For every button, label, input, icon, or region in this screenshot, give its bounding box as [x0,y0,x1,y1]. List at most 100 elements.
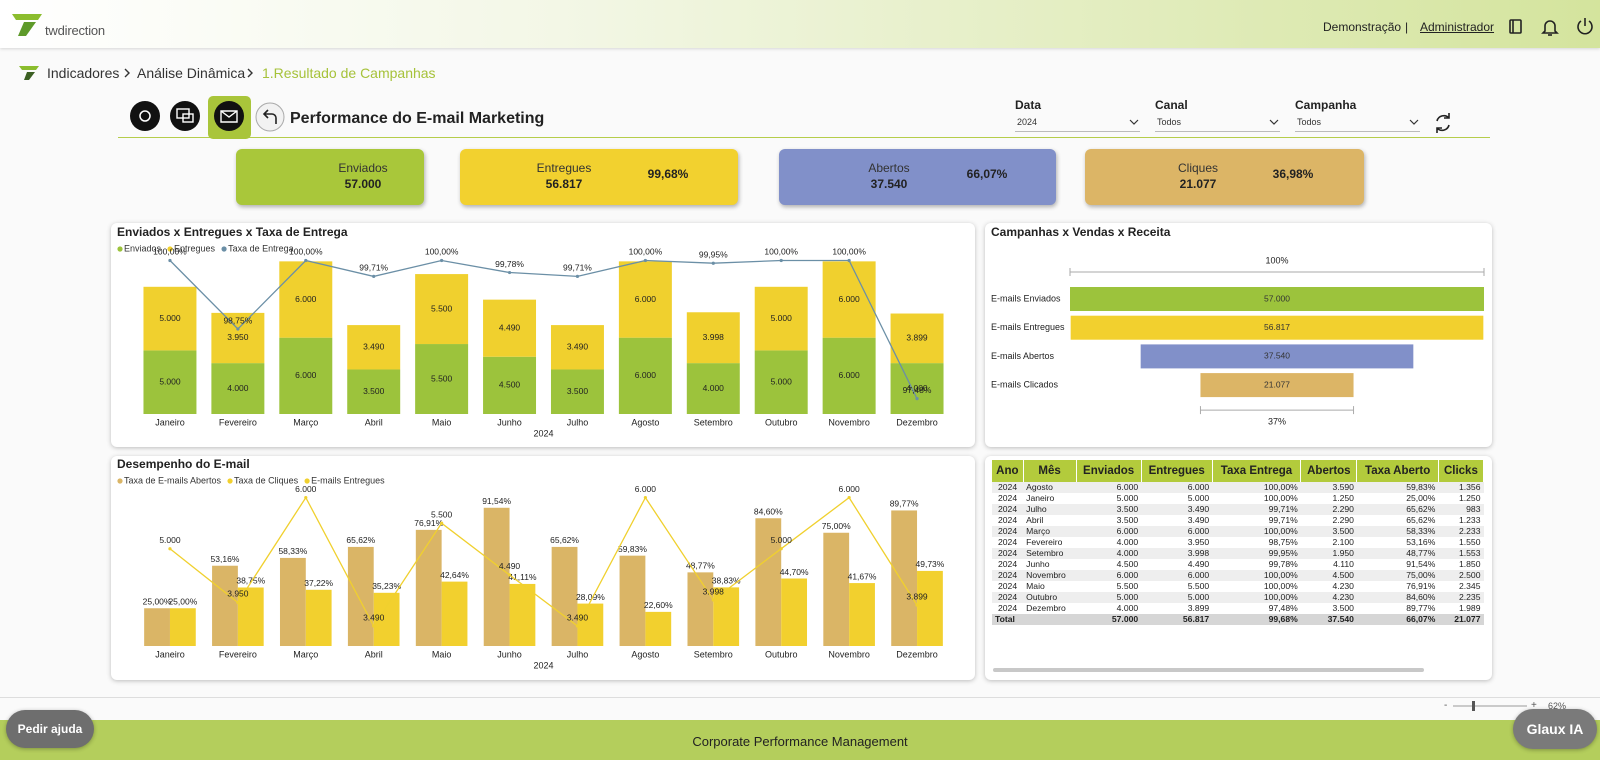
table-cell: 5.000 [1116,493,1139,503]
filter-label: Campanha [1295,98,1357,112]
zoom-in[interactable]: + [1531,700,1537,711]
kpi-value: 37.540 [870,177,908,191]
filter-label: Canal [1155,98,1188,112]
table-cell: Dezembro [1026,603,1066,613]
user-link[interactable]: Administrador [1420,20,1495,34]
table-cell: 5.500 [1187,581,1210,591]
table-cell: 2024 [992,482,1024,493]
table-cell: 2024 [992,592,1024,603]
assistant-button[interactable]: Glaux IA [1513,709,1597,749]
kpi-label: Entregues [536,161,592,175]
table-cell: 76,91% [1406,581,1436,591]
kpi-rate: 99,68% [647,167,689,181]
table-cell: 1.233 [1458,515,1481,525]
table-cell: 48,77% [1356,548,1439,559]
table-cell: 3.500 [1076,504,1142,515]
kpi-rate: 36,98% [1272,167,1314,181]
table-cell: 100,00% [1212,592,1301,603]
total-cell: 66,07% [1356,614,1439,625]
table-cell: 2.290 [1332,515,1354,525]
table-row: 2024 Abril 3.500 3.490 99,71% 2.290 65,62% 1.23… [992,515,1484,526]
filter-select[interactable]: 2024 [1015,115,1140,132]
header: twdirection Demonstração | Administrador [0,0,1600,48]
table-cell: 99,95% [1212,548,1301,559]
table-cell: 1.989 [1458,603,1481,613]
table-cell: 4.110 [1333,559,1354,569]
table-header-row: Ano Mês Enviados Entregues Taxa Entrega Abert… [992,460,1485,482]
kpi-label: Abertos [868,161,910,175]
table-cell: 2.100 [1332,537,1354,547]
breadcrumb-item[interactable]: Análise Dinâmica [137,65,246,81]
table-cell: Março [1023,526,1077,537]
total-cell: 21.077 [1438,614,1484,625]
column-header: Clicks [1438,460,1485,482]
table-row: 2024 Junho 4.500 4.490 99,78% 4.110 91,54% 1.85… [992,559,1484,570]
table-cell: Junho [1026,559,1050,569]
table-cell: 4.000 [1116,537,1139,547]
filter-value: Todos [1157,117,1182,127]
table-cell: 2024 [998,537,1018,547]
footer [0,720,1600,760]
filter-value: Todos [1297,117,1322,127]
table-cell: 100,00% [1263,581,1298,591]
table-cell: 91,54% [1406,559,1436,569]
logo-text: twdirection [45,23,105,38]
table-cell: 1.553 [1438,548,1484,559]
table-cell: 6.000 [1141,482,1213,493]
table-cell: 4.230 [1332,581,1354,591]
breadcrumb-item[interactable]: Indicadores [47,65,120,81]
kpi-card: Abertos 37.540 66,07% [779,149,1056,205]
table-cell: 3.500 [1116,515,1139,525]
table-cell: 98,75% [1268,537,1298,547]
table-cell: 6.000 [1076,570,1142,581]
table-cell: 2024 [992,504,1024,515]
table-cell: 53,16% [1406,537,1436,547]
filter-select[interactable]: Todos [1295,115,1420,132]
column-header: Taxa Entrega [1212,460,1302,482]
table-cell: 89,77% [1406,603,1436,613]
table-cell: 100,00% [1263,493,1298,503]
table-cell: 2.290 [1300,504,1357,515]
table-cell: 5.500 [1116,581,1139,591]
table-cell: 59,83% [1356,482,1439,493]
table-row: 2024 Fevereiro 4.000 3.950 98,75% 2.100 53,16%… [992,537,1484,548]
title-rule [118,137,1490,138]
total-cell: 57.000 [1076,614,1142,625]
table-cell: 6.000 [1076,526,1142,537]
help-button[interactable]: Pedir ajuda [6,710,94,748]
table-cell: 99,78% [1268,559,1298,569]
table-cell: 4.490 [1187,559,1210,569]
table-row: 2024 Julho 3.500 3.490 99,71% 2.290 65,62% 983 [992,504,1484,515]
table-cell: 2024 [992,570,1024,581]
table-cell: 99,71% [1268,515,1298,525]
table-cell: 1.950 [1300,548,1357,559]
zoom-out[interactable]: - [1444,700,1448,711]
scrollbar[interactable] [993,668,1424,672]
table-cell: 2.233 [1438,526,1484,537]
table-cell: 6.000 [1076,482,1142,493]
table-cell: 3.950 [1187,537,1210,547]
table-cell: Janeiro [1026,493,1055,503]
table-cell: 100,00% [1212,526,1301,537]
panel-delivery [111,223,975,447]
table-cell: 6.000 [1141,526,1213,537]
table-cell: 100,00% [1212,482,1301,493]
table-cell: 2.345 [1458,581,1481,591]
column-header: Enviados [1076,460,1142,482]
table-cell: 2024 [998,493,1018,503]
table-cell: 3.500 [1332,603,1354,613]
table-cell: 4.500 [1116,559,1139,569]
table-cell: 1.250 [1332,493,1354,503]
filter-value: 2024 [1017,117,1038,127]
table-row: 2024 Janeiro 5.000 5.000 100,00% 1.250 25,00% 1… [992,493,1484,504]
table-cell: 2024 [992,548,1024,559]
table-cell: 1.550 [1458,537,1481,547]
table-cell: 5.000 [1187,493,1210,503]
table-cell: 2024 [998,603,1018,613]
table-total-row: Total 57.000 56.817 99,68% 37.540 66,07% 21.07… [992,614,1484,625]
data-table: Ano Mês Enviados Entregues Taxa Entrega Abert… [992,460,1485,625]
table-row: 2024 Outubro 5.000 5.000 100,00% 4.230 84,60% 2… [992,592,1484,603]
filter-select[interactable]: Todos [1155,115,1280,132]
table-cell: 5.000 [1076,592,1142,603]
table-cell: 2024 [992,526,1024,537]
